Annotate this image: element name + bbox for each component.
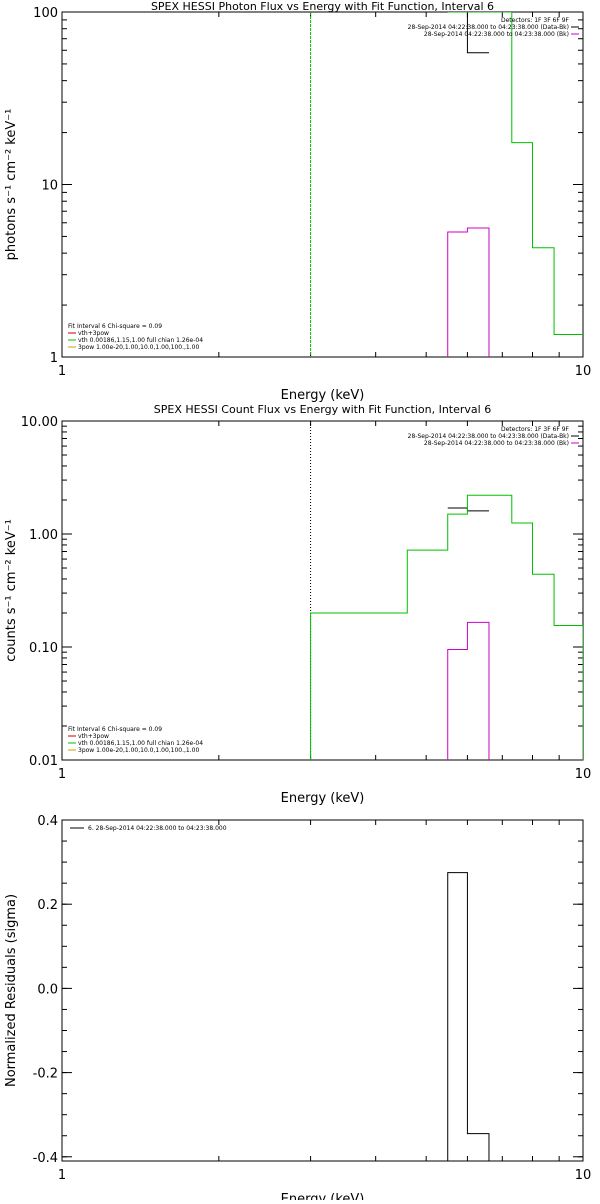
legend-entry: 28-Sep-2014 04:22:38.000 to 04:23:38.000… xyxy=(424,31,569,38)
legend-entry: vth 0.00186,1.15,1.00 full chian 1.26e-0… xyxy=(78,740,203,747)
legend-entry: vth+3pow xyxy=(78,330,109,337)
y-tick-label: 0.01 xyxy=(29,754,58,769)
series-3-steps xyxy=(447,12,583,336)
chart-panel-1: SPEX HESSI Photon Flux vs Energy with Fi… xyxy=(4,0,591,403)
plot-frame xyxy=(61,11,584,358)
y-tick-label: -0.4 xyxy=(33,1151,58,1166)
chart-panel-2: SPEX HESSI Count Flux vs Energy with Fit… xyxy=(4,403,591,806)
plot-frame xyxy=(61,819,584,1162)
series-2-steps xyxy=(447,621,490,760)
x-tick-label: 1 xyxy=(58,1168,66,1183)
x-tick-label: 10 xyxy=(575,767,592,782)
chart-title: SPEX HESSI Photon Flux vs Energy with Fi… xyxy=(151,0,494,13)
x-tick-label: 10 xyxy=(575,364,592,379)
data-layer xyxy=(310,12,583,357)
y-axis-label: Normalized Residuals (sigma) xyxy=(4,894,19,1087)
y-tick-label: 0.10 xyxy=(29,641,58,656)
plot-frame xyxy=(61,420,584,761)
series-1-steps xyxy=(447,12,489,54)
y-tick-label: -0.2 xyxy=(33,1067,58,1082)
chart-title: SPEX HESSI Count Flux vs Energy with Fit… xyxy=(154,403,491,416)
y-tick-label: 100 xyxy=(33,6,58,21)
x-axis-label: Energy (keV) xyxy=(281,388,365,403)
x-axis-label: Energy (keV) xyxy=(281,1192,365,1200)
x-tick-label: 10 xyxy=(575,1168,592,1183)
legend-entry: Fit Interval 6 Chi-square = 0.09 xyxy=(68,323,162,330)
series-2-steps xyxy=(447,227,490,357)
y-tick-label: 0.0 xyxy=(37,982,58,997)
y-tick-label: 0.4 xyxy=(37,814,58,829)
legend-entry: Detectors: 1F 3F 6F 9F xyxy=(501,426,570,433)
y-axis-label: photons s⁻¹ cm⁻² keV⁻¹ xyxy=(4,109,19,261)
legend-entry: 28-Sep-2014 04:22:38.000 to 04:23:38.000… xyxy=(424,440,569,447)
series-1-steps xyxy=(447,872,490,1161)
legend-entry: Fit Interval 6 Chi-square = 0.09 xyxy=(68,726,162,733)
y-tick-label: 10.00 xyxy=(21,415,58,430)
legend-entry: 28-Sep-2014 04:22:38.000 to 04:23:38.000… xyxy=(408,433,569,440)
y-axis-label: counts s⁻¹ cm⁻² keV⁻¹ xyxy=(4,519,19,662)
y-tick-label: 1 xyxy=(50,351,58,366)
y-tick-label: 0.2 xyxy=(37,898,58,913)
series-3-steps xyxy=(310,494,583,760)
x-axis-label: Energy (keV) xyxy=(281,791,365,806)
chart-panel-3: 1 10 -0.4 -0.2 0.0 0.2 0.4 Energy (keV) Normaliz… xyxy=(4,814,592,1204)
legend-entry: Detectors: 1F 3F 6F 9F xyxy=(501,17,570,24)
legend-entry: vth 0.00186,1.15,1.00 full chian 1.26e-0… xyxy=(78,337,203,344)
legend-entry: 3pow 1.00e-20,1.00,10.0,1.00,100.,1.00 xyxy=(78,344,199,351)
data-layer xyxy=(447,872,490,1161)
legend-entry: vth+3pow xyxy=(78,733,109,740)
legend-entry: 6. 28-Sep-2014 04:22:38.000 to 04:23:38.… xyxy=(88,825,227,832)
legend-entry: 3pow 1.00e-20,1.00,10.0,1.00,100.,1.00 xyxy=(78,747,199,754)
y-tick-label: 10 xyxy=(41,179,58,194)
x-tick-label: 1 xyxy=(58,767,66,782)
data-layer xyxy=(310,421,583,760)
legend-entry: 28-Sep-2014 04:22:38.000 to 04:23:38.000… xyxy=(408,24,569,31)
series-1-steps xyxy=(447,507,489,512)
x-tick-label: 1 xyxy=(58,364,66,379)
y-tick-label: 1.00 xyxy=(29,528,58,543)
